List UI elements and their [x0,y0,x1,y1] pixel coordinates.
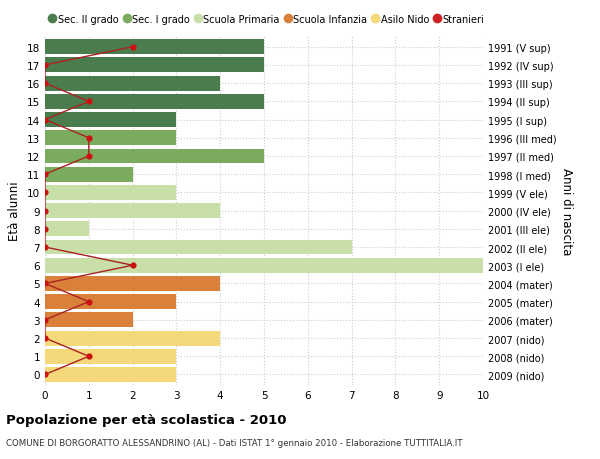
Legend: Sec. II grado, Sec. I grado, Scuola Primaria, Scuola Infanzia, Asilo Nido, Stran: Sec. II grado, Sec. I grado, Scuola Prim… [50,15,485,25]
Bar [45,58,264,73]
Bar [45,95,264,110]
Y-axis label: Anni di nascita: Anni di nascita [560,168,573,255]
Bar [45,185,176,201]
Text: Popolazione per età scolastica - 2010: Popolazione per età scolastica - 2010 [6,413,287,426]
Bar [45,77,220,91]
Bar [45,131,176,146]
Bar [45,331,220,346]
Y-axis label: Età alunni: Età alunni [8,181,22,241]
Text: COMUNE DI BORGORATTO ALESSANDRINO (AL) - Dati ISTAT 1° gennaio 2010 - Elaborazio: COMUNE DI BORGORATTO ALESSANDRINO (AL) -… [6,438,463,448]
Bar [45,295,176,309]
Bar [45,113,176,128]
Bar [45,367,176,382]
Bar [45,276,220,291]
Bar [45,168,133,182]
Bar [45,222,89,237]
Bar [45,149,264,164]
Bar [45,258,483,273]
Bar [45,313,133,328]
Bar [45,240,352,255]
Bar [45,349,176,364]
Bar [45,204,220,218]
Bar [45,40,264,55]
